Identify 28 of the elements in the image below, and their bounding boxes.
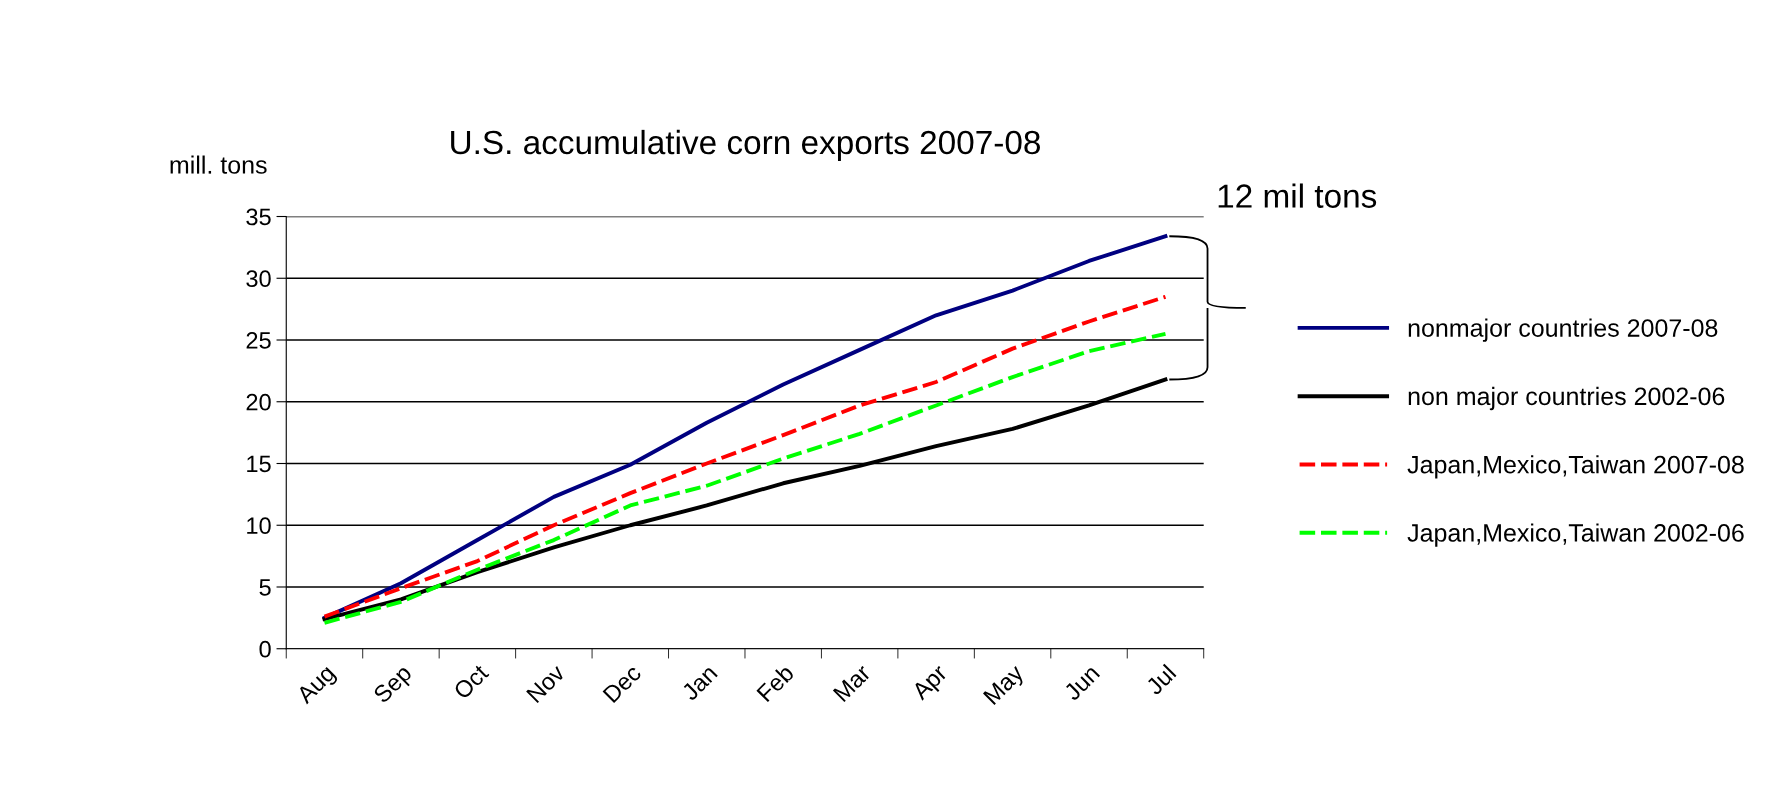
legend-label: Japan,Mexico,Taiwan 2007-08 [1407, 455, 1744, 479]
x-tick-label: Sep [372, 663, 416, 708]
y-tick-label: 20 [246, 393, 271, 411]
y-axis-title: mill. tons [170, 155, 267, 174]
line-series [322, 234, 1168, 620]
y-tick-label: 35 [246, 208, 271, 226]
legend-label: nonmajor countries 2007-08 [1408, 318, 1718, 342]
legend-label: Japan,Mexico,Taiwan 2002-06 [1407, 523, 1744, 547]
y-tick-label: 5 [259, 579, 271, 596]
x-tick-label: Apr [910, 663, 952, 705]
text: 12 mil tons [1218, 183, 1377, 208]
y-tick-label: 15 [247, 455, 271, 473]
x-tick-label: Dec [602, 663, 643, 704]
chart-title: U.S. accumulative corn exports 2007-08 [451, 129, 1040, 161]
x-tick-label: May [983, 663, 1029, 709]
x-tick-label: Mar [832, 663, 872, 703]
x-tick-label: Jan [680, 664, 718, 702]
x-tick-label: Jun [1062, 664, 1101, 702]
y-tick-label: 30 [246, 270, 271, 288]
y-tick-label: 10 [247, 517, 271, 535]
y-tick-label: 0 [259, 640, 271, 658]
x-tick-label: Oct [452, 663, 490, 701]
x-tick-label: Feb [755, 663, 795, 703]
y-tick-label: 25 [246, 332, 271, 349]
x-tick-label: Aug [295, 664, 339, 708]
x-tick-label: Jul [1144, 663, 1177, 696]
legend-label: non major countries 2002-06 [1408, 386, 1725, 411]
x-tick-label: Nov [526, 663, 567, 704]
